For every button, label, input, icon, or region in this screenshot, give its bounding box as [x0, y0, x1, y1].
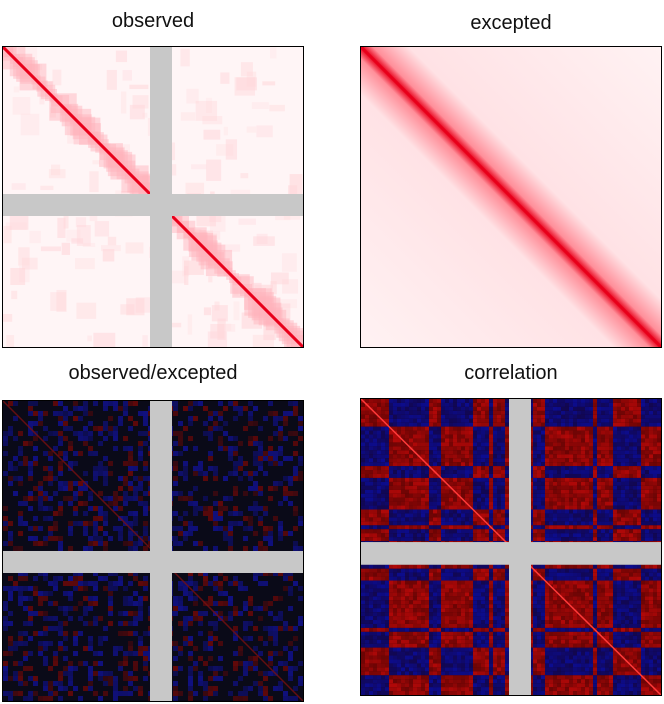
obs-exp-title: observed/excepted	[68, 362, 238, 384]
expected-title: excepted	[470, 12, 552, 34]
observed-heatmap	[2, 46, 304, 348]
obs-exp-heatmap	[2, 400, 304, 702]
observed-title: observed	[111, 10, 195, 32]
correlation-title: correlation	[464, 362, 558, 384]
correlation-heatmap-canvas	[361, 399, 661, 695]
correlation-heatmap	[360, 398, 662, 696]
obs-exp-heatmap-canvas	[3, 401, 303, 701]
expected-heatmap	[360, 46, 662, 348]
expected-heatmap-canvas	[361, 47, 661, 347]
observed-heatmap-canvas	[3, 47, 303, 347]
